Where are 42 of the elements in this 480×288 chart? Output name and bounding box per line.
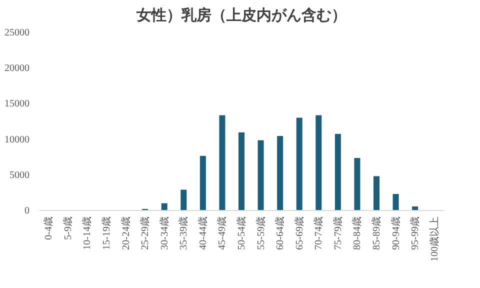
x-tick-label: 70-74歳 xyxy=(312,216,325,250)
x-tick-label: 40-44歳 xyxy=(196,216,209,250)
bar xyxy=(354,158,360,210)
bar xyxy=(392,194,399,210)
x-tick-label: 15-19歳 xyxy=(100,216,112,250)
x-tick-label: 60-64歳 xyxy=(274,216,286,250)
y-tick-label: 10000 xyxy=(4,134,30,146)
x-tick-label: 75-79歳 xyxy=(332,216,344,250)
y-tick-label: 20000 xyxy=(4,63,30,74)
chart-title: 女性）乳房（上皮内がん含む） xyxy=(136,6,346,24)
bar xyxy=(200,156,206,210)
x-tick-label: 85-89歳 xyxy=(370,216,382,250)
y-tick-label: 25000 xyxy=(4,28,30,38)
bar xyxy=(296,118,302,210)
x-tick-label: 95-99歳 xyxy=(409,216,422,250)
y-tick-label: 0 xyxy=(24,206,30,216)
x-tick-label: 20-24歳 xyxy=(120,216,132,250)
x-tick-label: 55-59歳 xyxy=(254,216,267,250)
bar xyxy=(374,176,380,210)
bar xyxy=(238,132,244,210)
bar xyxy=(277,136,284,210)
bar xyxy=(334,134,341,210)
x-tick-label: 10-14歳 xyxy=(81,216,94,250)
y-tick-label: 15000 xyxy=(4,98,30,110)
bar xyxy=(316,115,322,210)
bar xyxy=(219,115,226,210)
x-tick-label: 30-34歳 xyxy=(158,216,170,250)
x-tick-label: 35-39歳 xyxy=(178,216,190,250)
x-tick-label: 80-84歳 xyxy=(351,216,364,250)
x-tick-label: 65-69歳 xyxy=(293,216,306,250)
x-tick-label: 25-29歳 xyxy=(139,216,152,250)
bar xyxy=(180,190,187,210)
x-tick-label: 45-49歳 xyxy=(216,216,228,250)
bar xyxy=(161,203,168,210)
bar xyxy=(258,140,264,210)
x-tick-label: 90-94歳 xyxy=(390,216,402,250)
x-tick-label: 100歳以上 xyxy=(428,216,440,262)
x-tick-label: 0-4歳 xyxy=(42,216,55,240)
x-tick-label: 5-9歳 xyxy=(62,216,74,240)
x-tick-label: 50-54歳 xyxy=(236,216,248,250)
bar xyxy=(412,206,418,210)
y-tick-label: 5000 xyxy=(10,170,30,181)
